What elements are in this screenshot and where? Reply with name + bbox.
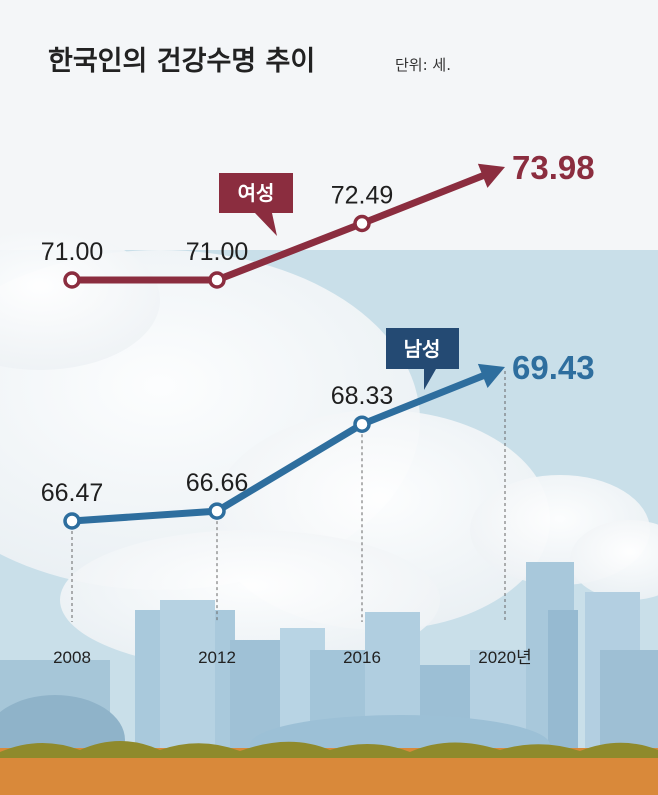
data-point-male <box>63 512 81 530</box>
data-label-male: 66.47 <box>41 479 104 507</box>
legend-label-female: 여성 <box>238 182 275 205</box>
data-label-female: 72.49 <box>331 182 394 210</box>
series-arrowhead-male <box>477 363 505 388</box>
series-line-male <box>68 369 495 525</box>
data-label-male: 68.33 <box>331 382 394 410</box>
data-label-female-final: 73.98 <box>512 149 595 186</box>
legend-label-male: 남성 <box>404 338 441 361</box>
legend-tag-male: 남성 <box>386 328 459 390</box>
x-axis-labels: 2008 2012 2016 2020년 <box>53 648 532 667</box>
data-label-female: 71.00 <box>41 238 104 266</box>
series-female: 71.00 71.00 72.49 73.98 <box>41 149 595 289</box>
grass <box>0 741 658 758</box>
x-tick-label: 2008 <box>53 648 91 667</box>
data-label-female: 71.00 <box>186 238 249 266</box>
skyline <box>0 562 658 785</box>
x-tick-label: 2020년 <box>478 648 531 667</box>
series-line-female <box>68 169 495 284</box>
data-label-male-final: 69.43 <box>512 349 595 386</box>
legend-tag-bg-male <box>386 328 459 390</box>
data-point-male <box>353 415 371 433</box>
series-male: 66.47 66.66 68.33 69.43 <box>41 349 595 530</box>
data-point-female <box>353 214 371 233</box>
chart-title: 한국인의 건강수명 추이 <box>48 46 315 77</box>
data-point-female <box>208 271 226 289</box>
data-label-male: 66.66 <box>186 469 249 497</box>
x-tick-label: 2016 <box>343 648 381 667</box>
x-tick-label: 2012 <box>198 648 236 667</box>
legend-tag-female: 여성 <box>219 173 293 236</box>
legend-tag-bg-female <box>219 173 293 236</box>
data-point-male <box>208 502 226 520</box>
series-arrowhead-female <box>477 163 505 188</box>
data-point-female <box>63 271 81 289</box>
unit-label: 단위: 세. <box>395 56 451 74</box>
guide-lines <box>71 371 506 622</box>
